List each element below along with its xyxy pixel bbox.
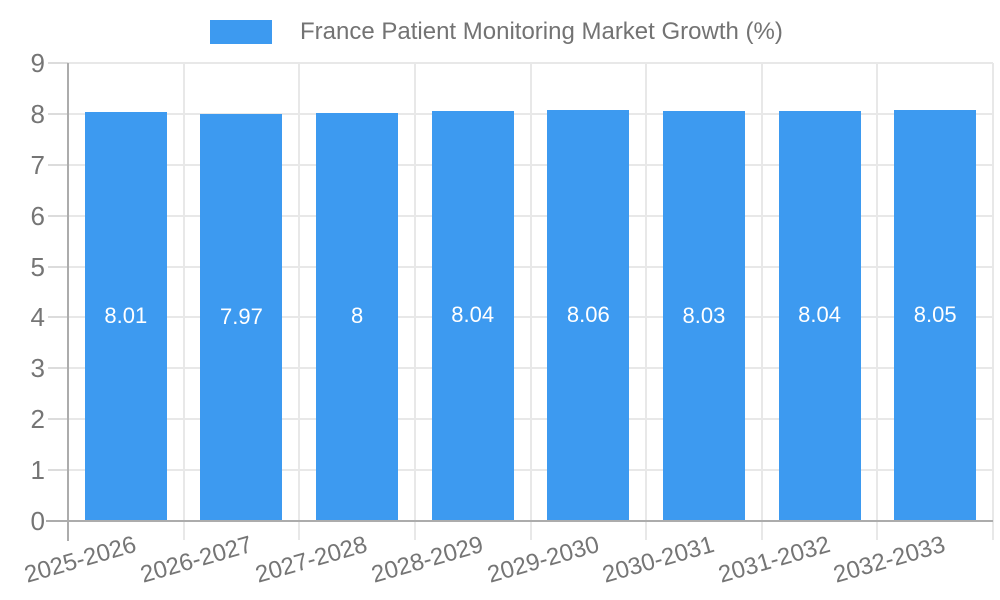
y-tick: [48, 316, 68, 319]
bar-value-label: 8.05: [913, 302, 957, 328]
legend-label[interactable]: France Patient Monitoring Market Growth …: [300, 18, 783, 45]
chart-legend: France Patient Monitoring Market Growth …: [0, 0, 1000, 56]
x-tick-label: 2026-2027: [137, 531, 255, 589]
bar-value-label: 8.04: [451, 302, 495, 328]
x-tick-label: 2029-2030: [483, 531, 602, 589]
x-tick-label: 2027-2028: [252, 531, 371, 589]
y-tick-label: 0: [30, 506, 45, 536]
bar: [662, 111, 745, 520]
y-axis-line: [67, 63, 69, 541]
y-tick-label: 2: [30, 404, 45, 435]
bar-value-label: 8.01: [104, 303, 148, 329]
x-tick-label: 2025-2026: [21, 531, 140, 589]
y-tick: [48, 214, 68, 217]
bar-value-label: 8.06: [566, 301, 610, 327]
x-grid-line: [760, 63, 763, 540]
x-grid-line: [876, 63, 879, 540]
y-tick: [48, 418, 68, 421]
bar-value-label: 8.04: [798, 302, 841, 328]
legend-swatch[interactable]: [210, 20, 272, 44]
x-grid-line: [182, 63, 185, 540]
bar: [894, 110, 977, 520]
x-tick-label: 2031-2032: [715, 531, 834, 589]
y-tick-label: 1: [30, 455, 45, 486]
y-tick: [48, 62, 68, 64]
bar-value-label: 7.97: [220, 304, 263, 330]
bar: [431, 110, 514, 520]
x-grid-line: [298, 63, 301, 540]
x-tick-label: 2032-2033: [830, 531, 949, 589]
x-grid-line: [529, 63, 532, 540]
x-axis-line: [46, 520, 993, 522]
bar: [200, 114, 283, 520]
y-tick: [48, 367, 68, 370]
x-tick-label: 2028-2029: [368, 531, 487, 589]
bar: [547, 109, 630, 520]
x-grid-line: [645, 63, 648, 540]
y-tick-label: 9: [30, 48, 45, 78]
x-grid-line: [992, 63, 994, 540]
bar: [84, 112, 167, 520]
y-tick: [48, 265, 68, 268]
y-tick-label: 3: [30, 353, 45, 384]
y-tick-label: 5: [30, 251, 45, 282]
y-tick: [48, 163, 68, 166]
x-grid-line: [413, 63, 416, 540]
bar: [316, 112, 399, 520]
y-tick-label: 8: [30, 98, 45, 129]
y-tick: [48, 469, 68, 472]
bar-value-label: 8: [350, 303, 364, 329]
y-tick-label: 4: [30, 302, 45, 333]
y-tick: [48, 112, 68, 115]
bar: [778, 110, 861, 520]
bar-value-label: 8.03: [682, 302, 726, 328]
x-tick-label: 2030-2031: [599, 531, 718, 589]
y-tick-label: 7: [30, 149, 45, 180]
y-tick-label: 6: [30, 200, 45, 231]
